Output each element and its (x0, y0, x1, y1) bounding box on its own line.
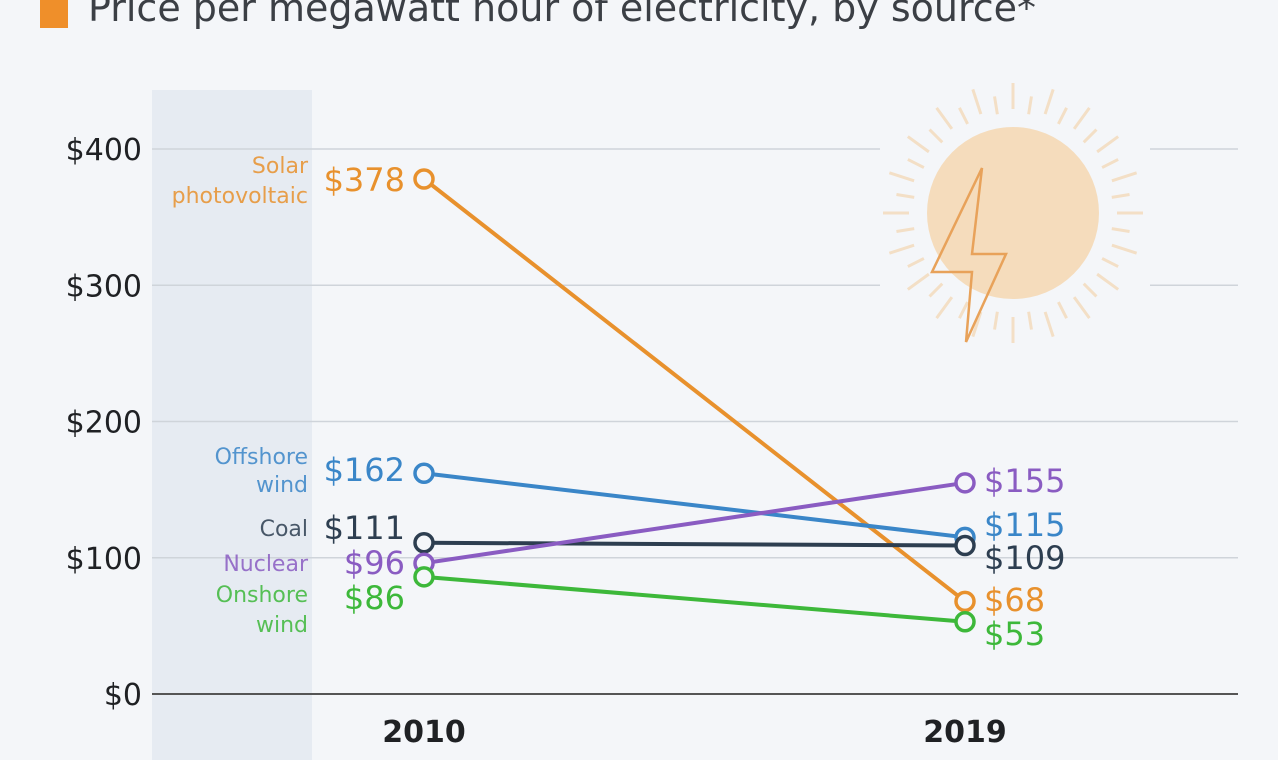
sun-ray (1043, 88, 1055, 115)
sun-ray (1082, 282, 1098, 298)
sun-ray (928, 282, 944, 298)
data-label-2019: $109 (984, 539, 1065, 577)
sun-icon (883, 83, 1143, 343)
series-name-label: Onshore (216, 583, 308, 608)
data-label-2010: $378 (324, 161, 405, 199)
series-line (423, 471, 966, 540)
sun-ray (958, 107, 969, 125)
series-onshore-wind: $86 $53 Onshore wind (216, 566, 1045, 653)
y-tick-label: $100 (66, 542, 142, 577)
data-point (413, 532, 435, 554)
sun-ray (906, 135, 930, 154)
y-tick-label: $0 (104, 678, 142, 713)
series-nuclear: $96 $155 Nuclear (223, 462, 1065, 582)
series-line (423, 540, 966, 548)
series-line (423, 574, 966, 624)
series-name-label: Coal (260, 517, 308, 542)
sun-ray (993, 311, 999, 330)
sun-ray (971, 311, 983, 338)
sun-ray (888, 243, 915, 255)
data-point (413, 168, 435, 190)
series-line (423, 480, 966, 566)
sun-ray (1111, 243, 1138, 255)
chart-title: Price per megawatt hour of electricity, … (88, 0, 1037, 30)
data-point (954, 534, 976, 557)
data-point (954, 590, 976, 613)
sun-ray (1082, 128, 1098, 144)
data-point (954, 611, 976, 633)
data-label-2019: $68 (984, 581, 1045, 619)
data-label-2019: $53 (984, 615, 1045, 653)
sun-disc (927, 127, 1099, 299)
data-label-2010: $111 (324, 509, 405, 547)
data-label-2019: $115 (984, 506, 1065, 544)
series-name-label: Nuclear (223, 552, 309, 577)
x-tick-label: 2010 (382, 715, 466, 750)
sun-ray (1057, 301, 1068, 319)
data-label-2010: $96 (344, 544, 405, 582)
sun-ray (888, 171, 915, 183)
series-name-label: wind (256, 613, 308, 638)
sun-ray (1057, 107, 1068, 125)
series-name-label: photovoltaic (172, 184, 308, 209)
sun-ray (907, 158, 925, 169)
y-tick-label: $300 (66, 269, 142, 304)
data-point (954, 472, 976, 494)
sun-ray (1111, 193, 1130, 199)
series-line (422, 177, 967, 603)
sun-ray (1027, 311, 1033, 330)
sun-ray (896, 193, 915, 199)
sun-ray (1096, 272, 1120, 291)
data-label-2010: $162 (324, 451, 405, 489)
sun-ray (896, 227, 915, 233)
data-label-2019: $155 (984, 462, 1065, 500)
data-point (413, 462, 435, 485)
y-tick-label: $400 (66, 133, 142, 168)
title-marker (40, 0, 68, 28)
sun-ray (935, 296, 954, 320)
sun-ray (1043, 311, 1055, 338)
sun-ray (1072, 106, 1091, 130)
series-coal: $111 $109 Coal (260, 509, 1066, 577)
sun-ray (907, 257, 925, 268)
sun-ray (928, 128, 944, 144)
sun-ray (935, 106, 954, 130)
lightning-bolt-icon (930, 167, 1008, 343)
sun-ray (1096, 135, 1120, 154)
sun-ray (958, 301, 969, 319)
sun-ray (971, 88, 983, 115)
sun-ray (1072, 296, 1091, 320)
data-point (413, 566, 435, 588)
y-tick-label: $200 (66, 406, 142, 441)
sun-ray (1027, 96, 1033, 115)
sun-ray (1111, 171, 1138, 183)
sun-ray (906, 272, 930, 291)
sun-ray (1101, 158, 1119, 169)
sun-ray (993, 96, 999, 115)
highlight-column (152, 90, 312, 760)
series-name-label: Solar (252, 154, 309, 179)
sun-ray (1101, 257, 1119, 268)
series-solar-photovoltaic: $378 $68 Solar photovoltaic (172, 154, 1045, 619)
series-name-label: wind (256, 473, 308, 498)
x-tick-label: 2019 (923, 715, 1007, 750)
data-label-2010: $86 (344, 579, 405, 617)
sun-ray (1111, 227, 1130, 233)
series-name-label: Offshore (215, 445, 308, 470)
